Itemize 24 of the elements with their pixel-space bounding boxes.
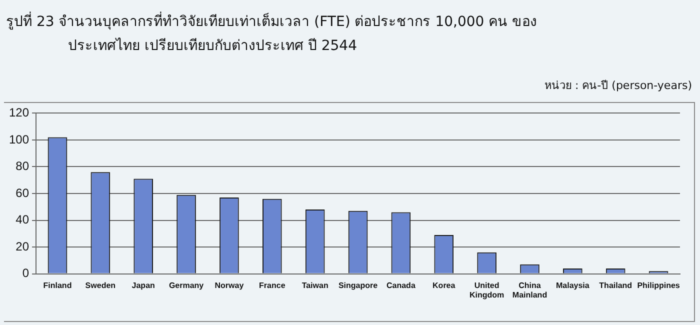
y-tick-label: 100 [8, 132, 30, 146]
x-tick-label: Japan [132, 280, 156, 290]
text: หน่วย : คน-ปี (person-years) [544, 78, 692, 94]
x-tick-label: Singapore [338, 280, 378, 290]
y-tick-label: 0 [22, 266, 30, 280]
x-tick-label: Sweden [85, 280, 116, 290]
x-tick-label: China Mainland [512, 280, 548, 300]
y-tick-label: 80 [16, 159, 30, 174]
y-tick-label: 20 [16, 239, 30, 254]
x-tick-label: Canada [386, 280, 416, 290]
x-tick-label: Finland [43, 280, 72, 290]
x-tick-label: Philippines [637, 280, 680, 290]
x-tick-label: Malaysia [556, 280, 590, 290]
y-tick-label: 120 [8, 106, 30, 120]
x-tick-label: United Kingdom [469, 280, 504, 300]
chart-title: รูปที่ 23 จำนวนบุคลากรที่ทำวิจัยเทียบเท่าเต็มเวลา (FTE) ต่อประชากร 10,000 คน ของประเทศไทย เปรียบเทียบกับต่างประเทศ ปี 2544 [6, 10, 538, 56]
y-tick-label: 60 [16, 186, 30, 200]
x-tick-label: Germany [168, 280, 204, 290]
x-tick-label: Norway [214, 280, 244, 290]
x-tick-label: Korea [432, 280, 456, 290]
x-tick-label: Thailand [599, 280, 632, 290]
y-tick-label: 40 [16, 212, 30, 227]
x-tick-label: Taiwan [302, 280, 328, 290]
x-tick-label: France [259, 280, 286, 290]
